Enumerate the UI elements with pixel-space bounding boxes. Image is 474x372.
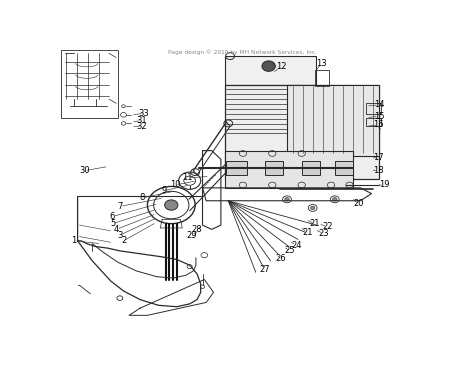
Text: 28: 28 [191, 225, 202, 234]
Circle shape [333, 198, 337, 201]
Text: 5: 5 [110, 219, 115, 228]
Circle shape [285, 198, 289, 201]
Text: 24: 24 [291, 241, 301, 250]
Text: 15: 15 [374, 112, 384, 121]
Text: 21: 21 [310, 219, 320, 228]
Text: 25: 25 [285, 246, 295, 255]
Bar [287, 85, 379, 156]
Text: 3: 3 [117, 231, 123, 240]
Bar [227, 161, 246, 175]
Text: 9: 9 [161, 186, 166, 195]
Text: 4: 4 [114, 225, 119, 234]
Bar [335, 161, 353, 175]
Text: 7: 7 [117, 202, 123, 211]
Text: 32: 32 [137, 122, 147, 131]
Text: 14: 14 [374, 100, 384, 109]
Text: 27: 27 [259, 265, 270, 274]
Text: 18: 18 [374, 166, 384, 175]
Text: 33: 33 [138, 109, 149, 118]
Bar [225, 56, 316, 85]
Text: 22: 22 [322, 222, 333, 231]
Text: 16: 16 [374, 121, 384, 129]
Text: 13: 13 [317, 59, 327, 68]
Text: 19: 19 [379, 180, 390, 189]
Bar [366, 103, 381, 114]
Circle shape [164, 200, 178, 210]
Circle shape [310, 206, 315, 210]
Bar [225, 85, 379, 179]
Text: 30: 30 [79, 166, 90, 175]
Text: 1: 1 [71, 236, 77, 246]
Text: 17: 17 [374, 153, 384, 162]
Text: 12: 12 [276, 62, 287, 71]
Text: 21: 21 [302, 228, 312, 237]
Bar [61, 50, 118, 118]
Text: 20: 20 [354, 199, 364, 208]
Text: Page design © 2010 by MH Network Services, Inc.: Page design © 2010 by MH Network Service… [168, 49, 318, 55]
Bar [301, 161, 320, 175]
Bar [315, 70, 329, 86]
Text: 23: 23 [319, 229, 329, 238]
Text: 2: 2 [121, 236, 126, 246]
Text: 6: 6 [110, 212, 115, 221]
Bar [366, 118, 381, 126]
Text: 10: 10 [170, 180, 180, 189]
Text: 8: 8 [139, 193, 145, 202]
Circle shape [262, 61, 275, 71]
Text: 31: 31 [137, 116, 147, 125]
Text: 11: 11 [182, 173, 193, 182]
Bar [225, 151, 353, 188]
Bar [265, 161, 283, 175]
Text: 29: 29 [186, 231, 197, 240]
Text: 26: 26 [275, 254, 286, 263]
